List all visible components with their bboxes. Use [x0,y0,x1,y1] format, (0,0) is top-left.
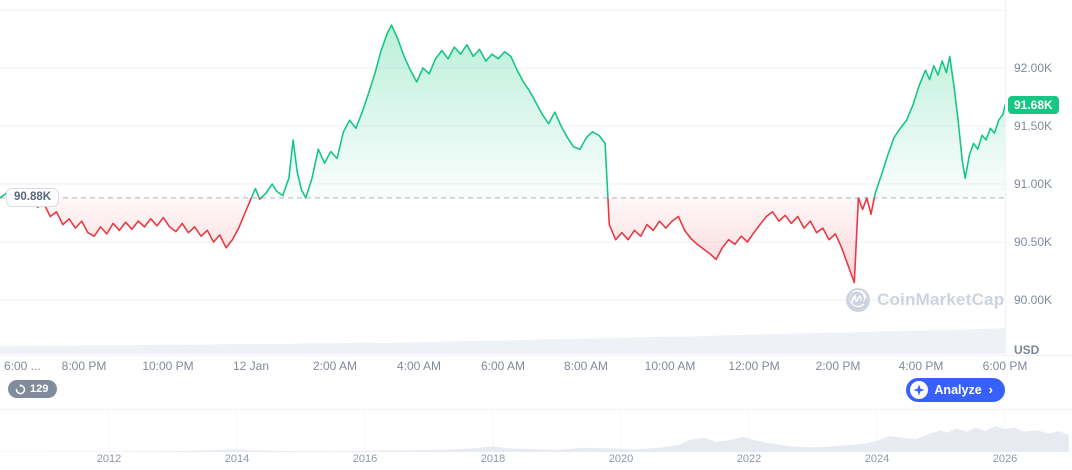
chevron-right-icon: › [988,382,993,397]
x-axis-label: 6:00 PM [982,359,1028,373]
year-label: 2014 [224,453,250,465]
x-axis-label: 2:00 PM [815,359,861,373]
y-axis-unit-label: USD [1014,343,1040,357]
year-label: 2026 [992,453,1018,465]
y-axis-label: 91.00K [1014,177,1053,191]
volume-area [0,328,1005,354]
coinmarketcap-logo-icon [846,288,870,312]
x-axis-label: 10:00 AM [644,359,696,373]
refresh-countdown-badge[interactable]: 129 [8,380,58,398]
section-divider [0,409,1072,410]
price-line-red [0,197,876,284]
y-axis-label: 92.00K [1014,61,1053,75]
year-label: 2022 [736,453,762,465]
price-axis: 91.68K USD 92.00K 91.50K 91.00K 90.50K 90.00… [1005,0,1072,357]
x-axis-label: 6:00 ... [4,359,41,373]
watermark-text: CoinMarketCap [877,290,1005,309]
price-chart-svg[interactable] [0,0,1005,356]
main-price-chart[interactable]: 90.88K CoinMarketCap [0,0,1005,356]
x-axis-label: 12 Jan [232,359,270,373]
x-axis-label: 4:00 AM [396,359,442,373]
x-axis-label: 8:00 AM [563,359,609,373]
x-axis-line [0,355,1072,356]
navigator-area [0,426,1069,452]
y-axis-label: 91.50K [1014,119,1053,133]
refresh-icon [15,383,26,394]
current-price-badge: 91.68K [1008,96,1059,114]
x-axis-label: 6:00 AM [480,359,526,373]
baseline-price-label: 90.88K [6,188,60,207]
year-label: 2012 [96,453,122,465]
x-axis-label: 8:00 PM [61,359,107,373]
x-axis-label: 2:00 AM [312,359,358,373]
area-below-baseline [10,197,875,283]
year-label: 2024 [864,453,890,465]
year-axis: 2012 2014 2016 2018 2020 2022 2024 2026 [0,453,1072,467]
coinmarketcap-watermark: CoinMarketCap [846,288,1004,312]
y-axis-label: 90.00K [1014,293,1053,307]
x-axis-label: 12:00 PM [728,359,780,373]
timeline-navigator[interactable] [0,412,1072,452]
time-axis: 6:00 ... 8:00 PM 10:00 PM 12 Jan 2:00 AM 4:00… [0,359,1072,375]
analyze-label: Analyze [934,383,982,397]
price-line-green [0,24,1005,198]
area-above-baseline [0,25,1005,198]
year-label: 2020 [608,453,634,465]
analyze-sparkle-icon [910,381,929,399]
analyze-button[interactable]: Analyze › [906,378,1005,402]
y-axis-label: 90.50K [1014,235,1053,249]
navigator-svg[interactable] [0,412,1072,452]
x-axis-label: 4:00 PM [898,359,944,373]
year-label: 2016 [352,453,378,465]
x-axis-label: 10:00 PM [142,359,194,373]
year-label: 2018 [480,453,506,465]
refresh-count: 129 [30,383,49,395]
chart-toolbar: 129 Analyze › [0,378,1072,406]
